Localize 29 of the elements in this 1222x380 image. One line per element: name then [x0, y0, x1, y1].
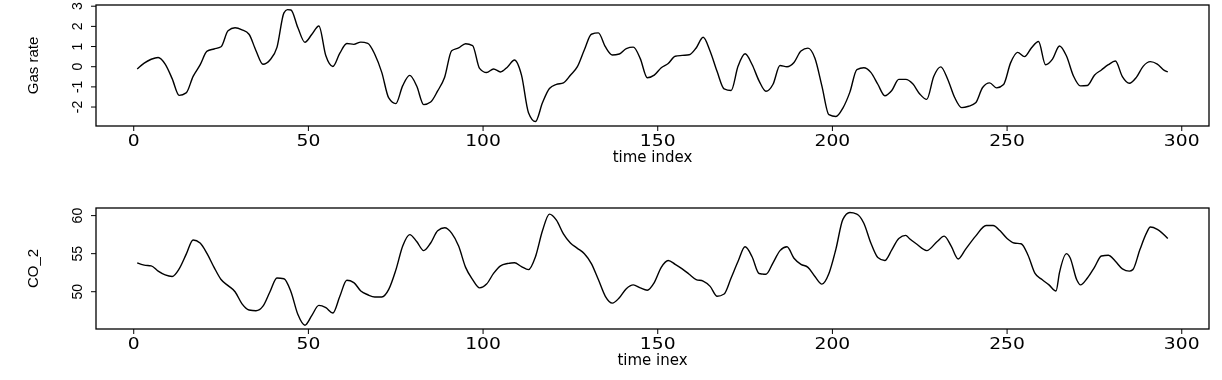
x-tick-label: 200: [814, 131, 851, 150]
x-tick-label: 0: [127, 334, 140, 353]
y-tick-label: 55: [69, 245, 85, 262]
line-series: [136, 211, 1169, 326]
x-tick-label: 0: [127, 131, 140, 150]
y-tick-label: 2: [69, 22, 85, 31]
y-axis-title: Gas rate: [24, 36, 41, 95]
y-tick-label: 3: [69, 2, 85, 11]
x-tick-label: 150: [639, 334, 676, 353]
x-tick-label: 50: [296, 131, 321, 150]
x-tick-label: 100: [465, 131, 501, 150]
x-tick-label: 200: [814, 334, 851, 353]
y-tick-label: 60: [69, 207, 85, 224]
y-tick-label: 50: [69, 283, 85, 300]
x-tick-label: 50: [296, 334, 321, 353]
x-tick-label: 300: [1163, 334, 1200, 353]
y-tick-label: -2: [69, 100, 85, 114]
x-tick-label: 100: [465, 334, 501, 353]
x-tick-label: 250: [989, 334, 1025, 353]
y-axis-title: CO_2: [24, 248, 41, 289]
x-tick-label: 250: [989, 131, 1025, 150]
x-axis-title: time index: [612, 148, 693, 166]
y-tick-label: 0: [69, 62, 85, 71]
x-axis-title: time inex: [617, 351, 688, 369]
line-series: [136, 8, 1169, 123]
y-tick-label: -1: [69, 80, 85, 94]
x-tick-label: 150: [639, 131, 676, 150]
y-tick-label: 1: [69, 42, 85, 51]
x-tick-label: 300: [1163, 131, 1200, 150]
